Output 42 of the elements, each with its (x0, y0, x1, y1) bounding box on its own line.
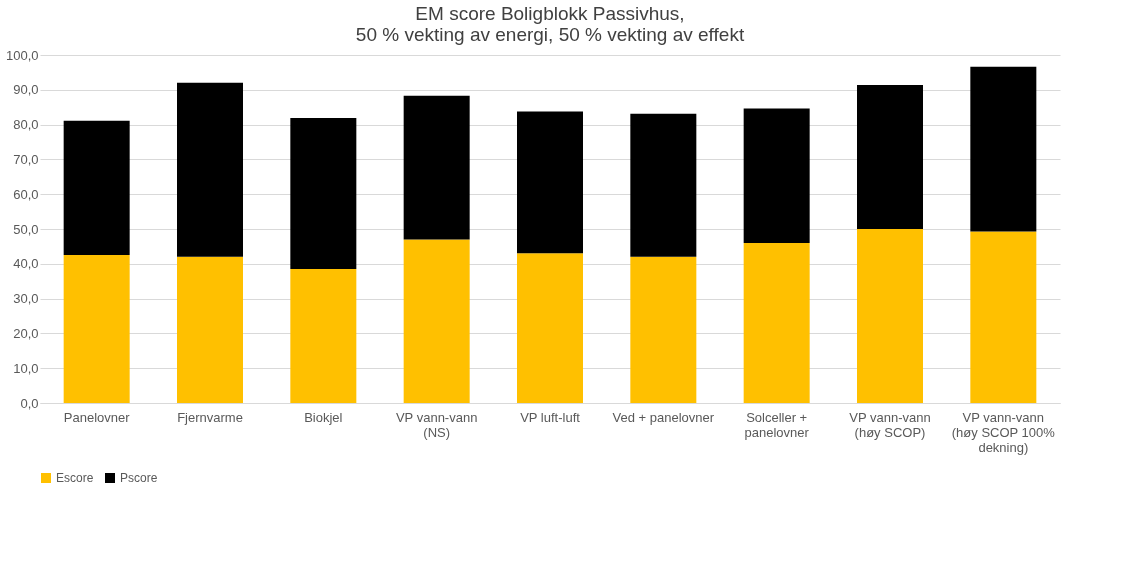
y-tick-label: 0,0 (20, 395, 39, 411)
text: 50 % vekting av energi, 50 % vekting av effekt (355, 24, 745, 45)
bar (857, 229, 923, 403)
x-tick-label: Panelovner (63, 409, 131, 425)
bar (743, 242, 810, 403)
bar (857, 84, 923, 229)
bar (177, 82, 243, 257)
y-tick-label: 20,0 (13, 325, 39, 341)
x-tick-label: Biokjel (304, 409, 343, 425)
bar (630, 113, 697, 257)
text: EM score Boligblokk Passivhus, (415, 3, 685, 24)
bar (970, 66, 1037, 232)
x-tick-label: VP vann-vann (høy SCOP) (849, 409, 931, 440)
x-tick-label: Solceller + panelovner (744, 409, 810, 440)
bar (403, 239, 470, 403)
legend-label: Escore (56, 471, 94, 485)
bar (517, 111, 583, 254)
y-tick-label: 60,0 (13, 186, 39, 202)
x-tick-label: VP vann-vann (høy SCOP 100% dekning) (951, 409, 1056, 455)
bar (177, 256, 243, 403)
bar (403, 95, 470, 240)
bar (517, 253, 583, 403)
bar (63, 120, 130, 256)
x-tick-label: Fjernvarme (177, 409, 243, 425)
bar (743, 108, 810, 243)
y-tick-label: 30,0 (13, 291, 39, 307)
bar (63, 255, 130, 403)
bar (290, 117, 357, 270)
y-tick-label: 70,0 (13, 151, 39, 167)
y-tick-label: 90,0 (13, 82, 39, 98)
y-tick-label: 50,0 (13, 221, 39, 237)
legend-label: Pscore (120, 471, 158, 485)
x-tick-label: VP luft-luft (520, 409, 581, 425)
x-tick-label: VP vann-vann (NS) (395, 409, 478, 440)
y-tick-label: 100,0 (5, 47, 39, 63)
x-tick-label: Ved + panelovner (612, 409, 715, 425)
bar (630, 256, 697, 403)
y-tick-label: 10,0 (13, 360, 39, 376)
y-tick-label: 80,0 (13, 117, 39, 133)
bar (970, 231, 1037, 403)
y-tick-label: 40,0 (13, 256, 39, 272)
bar (290, 269, 357, 403)
